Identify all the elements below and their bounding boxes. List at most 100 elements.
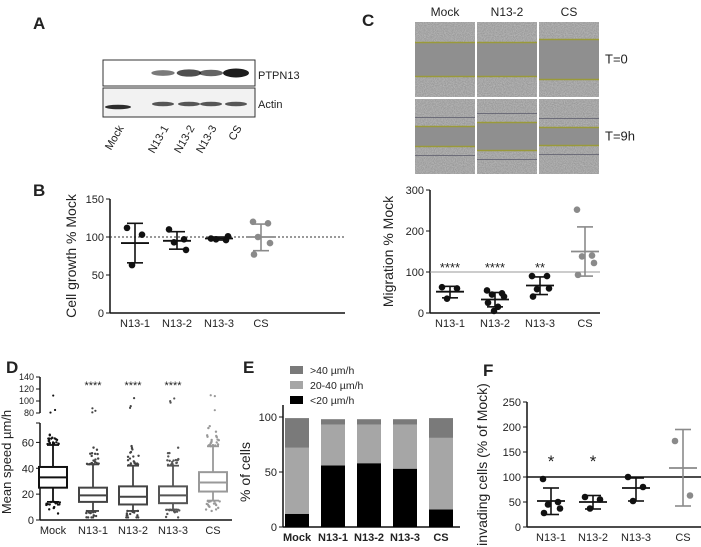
lane-label: N13-3 [194,124,219,156]
significance-label: **** [164,380,182,392]
outlier-point [90,452,94,455]
outlier-point [58,501,62,504]
x-tick-label: N13-1 [435,318,465,330]
outlier-point [164,515,168,519]
outlier-point [125,512,129,515]
data-point [671,437,679,445]
outlier-point [166,451,170,455]
legend-swatch [290,396,303,404]
data-point [484,299,492,307]
x-tick-label: Mock [40,525,67,537]
outlier-point [48,441,51,445]
scratch-row-label: T=0 [605,52,628,67]
outlier-point [128,512,132,516]
x-tick-label: N13-1 [318,532,348,544]
bar-segment [285,513,309,527]
outlier-point [207,444,211,448]
outlier-point [211,444,215,447]
outlier-point [58,503,61,506]
x-tick-label: N13-2 [162,318,192,330]
outlier-point [210,509,213,513]
data-point [578,253,586,260]
x-tick-label: CS [205,525,220,537]
outlier-point [176,516,180,519]
scratch-image [539,22,599,97]
outlier-point [214,502,217,505]
outlier-point [127,464,130,467]
significance-label: **** [84,380,102,392]
significance-label: **** [440,260,460,275]
outlier-point [136,463,140,466]
outlier-point [91,407,94,410]
x-tick-label: N13-3 [158,525,188,537]
y-tick-label: 300 [406,185,424,197]
y-tick-label: 200 [503,422,521,434]
scratch-image [477,22,537,97]
outlier-point [52,441,55,445]
x-tick-label: N13-3 [204,318,234,330]
scratch-gap [415,126,475,147]
x-tick-label: N13-2 [354,532,384,544]
outlier-point [130,464,133,467]
panel-label-e: E [243,358,254,377]
outlier-point [167,455,170,458]
outlier-point [45,502,48,505]
outlier-point [126,516,130,519]
outlier-point [47,437,51,440]
outlier-point [173,397,176,400]
y-axis-label: invading cells (% of Mock) [474,383,490,546]
significance-label: ** [535,260,545,275]
outlier-point [53,500,56,504]
bar-segment [357,419,381,425]
outlier-point [207,500,211,503]
data-point [590,259,598,267]
data-point [574,271,582,279]
outlier-point [92,446,95,449]
y-tick-label: 0 [515,522,521,534]
y-tick-label: 0 [271,522,277,534]
significance-label: * [548,452,555,471]
outlier-point [166,459,169,462]
blot-bands [105,68,249,110]
scratch-image [477,99,537,174]
outlier-point [136,509,139,513]
y-tick-label: 150 [503,447,521,459]
data-point [543,272,551,280]
data-point [588,252,596,259]
scratch-image [415,99,475,174]
outlier-point [95,448,99,451]
panel-label-a: A [33,14,45,33]
x-tick-label: CS [577,318,592,330]
outlier-point [207,504,210,508]
outlier-point [167,463,170,467]
bar-segment [393,419,417,425]
outlier-point [135,516,138,519]
outlier-point [92,514,95,517]
outlier-point [174,458,178,462]
data-point [639,483,647,491]
outlier-point [205,502,209,506]
panel-label-f: F [483,361,493,380]
outlier-point [176,458,179,462]
data-point [490,307,498,315]
bar-segment [321,465,345,527]
scratch-assay-images: Mock N13-2 CS T=0 T=9h [415,5,635,174]
x-tick-label: N13-1 [536,532,566,544]
y-tick-label: 140 [19,372,34,382]
outlier-point [53,505,56,509]
y-tick-label: 250 [503,397,521,409]
outlier-point [178,509,181,512]
outlier-point [132,455,135,458]
outlier-point [55,441,58,444]
bar-segment [321,419,345,425]
outlier-point [125,516,128,519]
outlier-point [130,510,134,513]
band-ptpn13 [151,70,175,76]
legend-label: 20-40 µm/h [310,380,363,392]
outlier-point [48,503,51,506]
band-ptpn13 [176,69,202,77]
x-tick-label: CS [675,532,690,544]
